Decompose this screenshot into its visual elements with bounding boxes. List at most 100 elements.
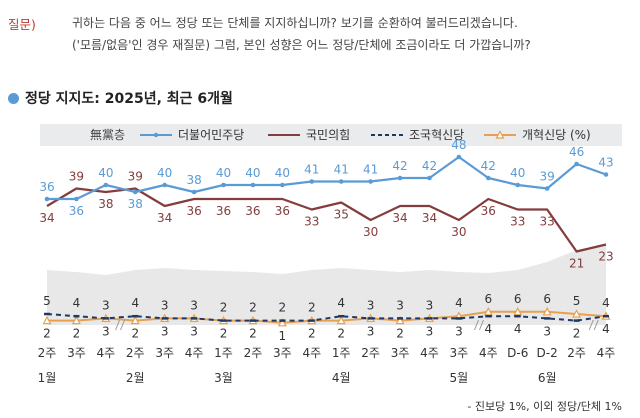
chart-title: 정당 지지도: 2025년, 최근 6개월 [8, 88, 233, 108]
reform-line-point [513, 307, 523, 316]
month-label: 1월 [38, 371, 57, 385]
footnote: - 진보당 1%, 이외 정당/단체 1% [467, 400, 622, 413]
month-label: 6월 [538, 371, 557, 385]
x-tick-label: 4주 [96, 346, 115, 360]
rebuild-data-label: 3 [455, 324, 463, 338]
reform-line-point [572, 309, 582, 318]
x-tick-label: 1주 [214, 346, 233, 360]
reform-data-label: 6 [543, 292, 551, 306]
dpk-point [221, 182, 226, 188]
axis-break-mark [474, 319, 484, 331]
reform-data-label: 3 [426, 324, 434, 338]
ppp-data-label: 34 [392, 211, 407, 225]
reform-data-label: 2 [249, 327, 257, 341]
dpk-data-label: 39 [540, 170, 555, 184]
dpk-line [47, 155, 607, 201]
title-bullet-icon [8, 93, 19, 104]
reform-data-label: 2 [220, 327, 228, 341]
ppp-data-label: 33 [304, 215, 319, 229]
rebuild-data-label: 2 [249, 301, 257, 315]
dpk-point [309, 179, 315, 184]
reform-line-point [71, 315, 81, 325]
x-tick-label: 2주 [244, 346, 263, 360]
dpk-point [338, 179, 344, 184]
dpk-data-label: 40 [98, 166, 113, 180]
reform-data-label: 3 [161, 324, 169, 338]
question-tag: 질문) [8, 17, 36, 32]
rebuild-line [46, 313, 607, 322]
x-tick-label: 3주 [450, 346, 469, 360]
dpk-data-label: 36 [69, 204, 84, 218]
dpk-point [191, 189, 197, 195]
x-tick-label: D-6 [507, 346, 528, 360]
dpk-point [44, 196, 50, 202]
question-line-2: ('모름/없음'인 경우 재질문) 그럼, 본인 성향은 어느 정당/단체에 조… [72, 38, 531, 52]
x-tick-label: 3주 [273, 346, 292, 360]
ppp-data-label: 36 [186, 204, 201, 218]
ppp-data-label: 36 [275, 204, 290, 218]
reform-line-point [483, 307, 493, 316]
dpk-point [74, 196, 79, 202]
x-tick-label: 4주 [597, 346, 616, 360]
x-tick-label: 4주 [185, 346, 204, 360]
reform-data-label: 2 [43, 327, 51, 341]
reform-data-label: 2 [337, 327, 345, 341]
rebuild-data-label: 4 [337, 296, 345, 310]
dpk-point [574, 161, 579, 167]
month-label: 4월 [332, 371, 351, 385]
x-tick-label: 2주 [38, 346, 57, 360]
dpk-data-label: 40 [157, 166, 172, 180]
reform-data-label: 4 [602, 322, 610, 336]
rebuild-data-label: 4 [514, 322, 522, 336]
legend-label-1: 더불어민주당 [178, 128, 244, 142]
reform-data-label: 1 [279, 329, 287, 343]
dpk-point [280, 182, 285, 188]
dpk-point [162, 182, 167, 188]
dpk-point [603, 172, 609, 177]
dpk-point [132, 189, 138, 195]
month-label: 2월 [126, 371, 145, 385]
dpk-data-label: 40 [216, 166, 231, 180]
reform-data-label: 2 [131, 327, 139, 341]
reform-data-label: 5 [573, 294, 581, 308]
x-tick-label: 4주 [302, 346, 321, 360]
dpk-data-label: 40 [245, 166, 260, 180]
ppp-data-label: 36 [245, 204, 260, 218]
ppp-data-label: 39 [69, 170, 84, 184]
rebuild-data-label: 4 [602, 296, 610, 310]
dpk-data-label: 41 [334, 163, 349, 177]
legend-marker-4 [495, 130, 505, 139]
legend-background [40, 124, 622, 146]
rebuild-data-label: 3 [543, 324, 551, 338]
reform-data-label: 3 [190, 324, 198, 338]
x-tick-label: 3주 [391, 346, 410, 360]
ppp-data-label: 34 [39, 211, 54, 225]
dpk-point [456, 154, 462, 160]
question-line-1: 귀하는 다음 중 어느 정당 또는 단체를 지지하십니까? 보기를 순환하여 불… [72, 16, 518, 30]
axis-break-mark [588, 319, 599, 331]
x-tick-label: D-2 [537, 346, 558, 360]
ppp-data-label: 30 [363, 225, 378, 239]
reform-data-label: 2 [308, 327, 316, 341]
reform-data-label: 3 [367, 324, 375, 338]
dpk-data-label: 46 [569, 145, 584, 159]
dpk-point [486, 175, 491, 181]
reform-line-point [277, 318, 287, 327]
x-tick-label: 1주 [332, 346, 351, 360]
reform-data-label: 2 [396, 327, 404, 341]
x-tick-label: 3주 [67, 346, 86, 360]
reform-data-label: 6 [514, 292, 522, 306]
reform-line-point [130, 315, 140, 325]
rebuild-data-label: 3 [426, 298, 434, 312]
survey-question: 질문) 귀하는 다음 중 어느 정당 또는 단체를 지지하십니까? 보기를 순환… [0, 6, 640, 54]
rebuild-data-label: 4 [131, 296, 139, 310]
rebuild-data-label: 3 [396, 298, 404, 312]
dpk-point [103, 182, 109, 188]
reform-line [47, 310, 607, 324]
ppp-data-label: 39 [128, 170, 143, 184]
rebuild-data-label: 2 [573, 327, 581, 341]
legend-label-3: 조국혁신당 [409, 128, 464, 142]
dpk-point [515, 182, 521, 188]
dpk-data-label: 48 [451, 138, 466, 152]
